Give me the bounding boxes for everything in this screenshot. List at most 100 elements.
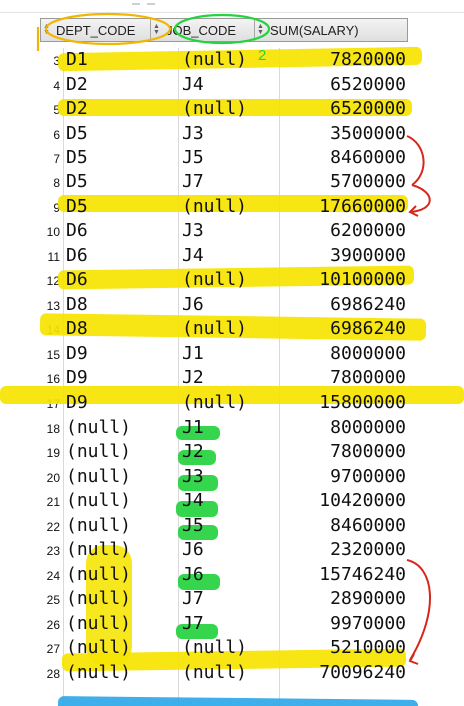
highlight-stroke — [176, 426, 220, 440]
cell-dept-code: (null) — [66, 588, 132, 609]
table-row[interactable]: 22 (null) J5 8460000 — [0, 514, 464, 538]
row-number: 8 — [53, 176, 60, 190]
cell-dept-code: D9 — [66, 392, 88, 413]
table-row[interactable]: 17 D9 (null) 15800000 — [0, 391, 464, 415]
cell-sum-salary: 3900000 — [330, 245, 406, 266]
table-row[interactable]: 11 D6 J4 3900000 — [0, 244, 464, 268]
table-row[interactable]: 27 (null) (null) 5210000 — [0, 636, 464, 660]
table-row[interactable]: 12 D6 (null) 10100000 — [0, 268, 464, 292]
column-header: ▲ ▼ DEPT_CODE ▲ ▼ JOB_CODE ▲ ▼ SUM(SALARY) — [40, 18, 408, 42]
cell-dept-code: D1 — [66, 49, 88, 70]
header-sum-salary[interactable]: ▲ ▼ SUM(SALARY) — [255, 19, 407, 41]
row-number: 7 — [53, 152, 60, 166]
cell-dept-code: D6 — [66, 269, 88, 290]
cell-dept-code: D8 — [66, 294, 88, 315]
row-number: 24 — [46, 569, 60, 583]
highlight-stroke — [0, 386, 464, 404]
table-row[interactable]: 18 (null) J1 8000000 — [0, 416, 464, 440]
cell-dept-code: (null) — [66, 441, 132, 462]
table-row[interactable]: 20 (null) J3 9700000 — [0, 465, 464, 489]
cell-sum-salary: 9970000 — [330, 613, 406, 634]
cell-job-code: (null) — [182, 196, 248, 217]
cell-job-code: J6 — [182, 564, 204, 585]
cell-sum-salary: 10420000 — [319, 490, 406, 511]
row-number: 26 — [46, 618, 60, 632]
table-row[interactable]: 3 D1 (null) 7820000 — [0, 48, 464, 72]
cell-dept-code: D6 — [66, 220, 88, 241]
cell-sum-salary: 8000000 — [330, 417, 406, 438]
cell-dept-code: D6 — [66, 245, 88, 266]
table-row[interactable]: 26 (null) J7 9970000 — [0, 612, 464, 636]
row-number: 16 — [46, 372, 60, 386]
cell-dept-code: (null) — [66, 466, 132, 487]
cell-dept-code: D5 — [66, 123, 88, 144]
cell-sum-salary: 7800000 — [330, 367, 406, 388]
cell-dept-code: D9 — [66, 367, 88, 388]
cell-dept-code: (null) — [66, 539, 132, 560]
table-row[interactable]: 21 (null) J4 10420000 — [0, 489, 464, 513]
cell-dept-code: (null) — [66, 637, 132, 658]
table-row[interactable]: 8 D5 J7 5700000 — [0, 170, 464, 194]
cell-sum-salary: 70096240 — [319, 662, 406, 683]
cell-job-code: J2 — [182, 441, 204, 462]
cell-job-code: J5 — [182, 515, 204, 536]
row-number: 3 — [53, 54, 60, 68]
cell-sum-salary: 5210000 — [330, 637, 406, 658]
table-row[interactable]: 25 (null) J7 2890000 — [0, 587, 464, 611]
cell-job-code: J2 — [182, 367, 204, 388]
row-number: 10 — [46, 225, 60, 239]
table-row[interactable]: 19 (null) J2 7800000 — [0, 440, 464, 464]
result-grid: ▲ ▼ DEPT_CODE ▲ ▼ JOB_CODE ▲ ▼ SUM(SALARY) — [0, 18, 464, 706]
cell-sum-salary: 6520000 — [330, 98, 406, 119]
cell-job-code: (null) — [182, 662, 248, 683]
column-divider — [279, 48, 280, 706]
table-row[interactable]: 15 D9 J1 8000000 — [0, 342, 464, 366]
cell-sum-salary: 7800000 — [330, 441, 406, 462]
highlight-stroke — [86, 545, 132, 665]
table-row[interactable]: 28 (null) (null) 70096240 — [0, 661, 464, 685]
table-row[interactable]: 4 D2 J4 6520000 — [0, 73, 464, 97]
cell-dept-code: (null) — [66, 564, 132, 585]
table-row[interactable]: 10 D6 J3 6200000 — [0, 219, 464, 243]
highlight-stroke — [176, 624, 218, 639]
highlight-stroke — [176, 501, 218, 517]
cell-job-code: J7 — [182, 171, 204, 192]
table-row[interactable]: 16 D9 J2 7800000 — [0, 366, 464, 390]
table-row[interactable]: 5 D2 (null) 6520000 — [0, 97, 464, 121]
sort-icon: ▲ ▼ — [153, 23, 160, 36]
cell-sum-salary: 3500000 — [330, 123, 406, 144]
cell-job-code: (null) — [182, 269, 248, 290]
cell-sum-salary: 8000000 — [330, 343, 406, 364]
row-number: 19 — [46, 446, 60, 460]
table-row[interactable]: 24 (null) J6 15746240 — [0, 563, 464, 587]
highlight-stroke — [178, 525, 218, 540]
strip-blip — [132, 3, 140, 5]
row-number: 4 — [53, 79, 60, 93]
header-label: DEPT_CODE — [56, 22, 136, 38]
cell-job-code: J1 — [182, 417, 204, 438]
cell-dept-code: (null) — [66, 490, 132, 511]
highlight-stroke — [58, 195, 408, 212]
cell-dept-code: D5 — [66, 196, 88, 217]
row-number: 15 — [46, 348, 60, 362]
header-dept-code[interactable]: ▲ ▼ DEPT_CODE — [41, 19, 151, 41]
table-row[interactable]: 14 D8 (null) 6986240 — [0, 317, 464, 341]
header-job-code[interactable]: ▲ ▼ JOB_CODE — [151, 19, 255, 41]
cell-sum-salary: 2890000 — [330, 588, 406, 609]
row-number: 21 — [46, 495, 60, 509]
table-row[interactable]: 7 D5 J5 8460000 — [0, 146, 464, 170]
cell-job-code: (null) — [182, 98, 248, 119]
cell-job-code: J4 — [182, 245, 204, 266]
table-row[interactable]: 23 (null) J6 2320000 — [0, 538, 464, 562]
column-divider — [178, 48, 179, 706]
cell-dept-code: (null) — [66, 515, 132, 536]
cell-dept-code: D2 — [66, 98, 88, 119]
cell-sum-salary: 7820000 — [330, 49, 406, 70]
table-row[interactable]: 9 D5 (null) 17660000 — [0, 195, 464, 219]
cell-job-code: J7 — [182, 588, 204, 609]
cell-sum-salary: 6520000 — [330, 74, 406, 95]
table-row[interactable]: 6 D5 J3 3500000 — [0, 122, 464, 146]
highlight-stroke — [57, 696, 419, 706]
cell-job-code: (null) — [182, 49, 248, 70]
table-row[interactable]: 13 D8 J6 6986240 — [0, 293, 464, 317]
